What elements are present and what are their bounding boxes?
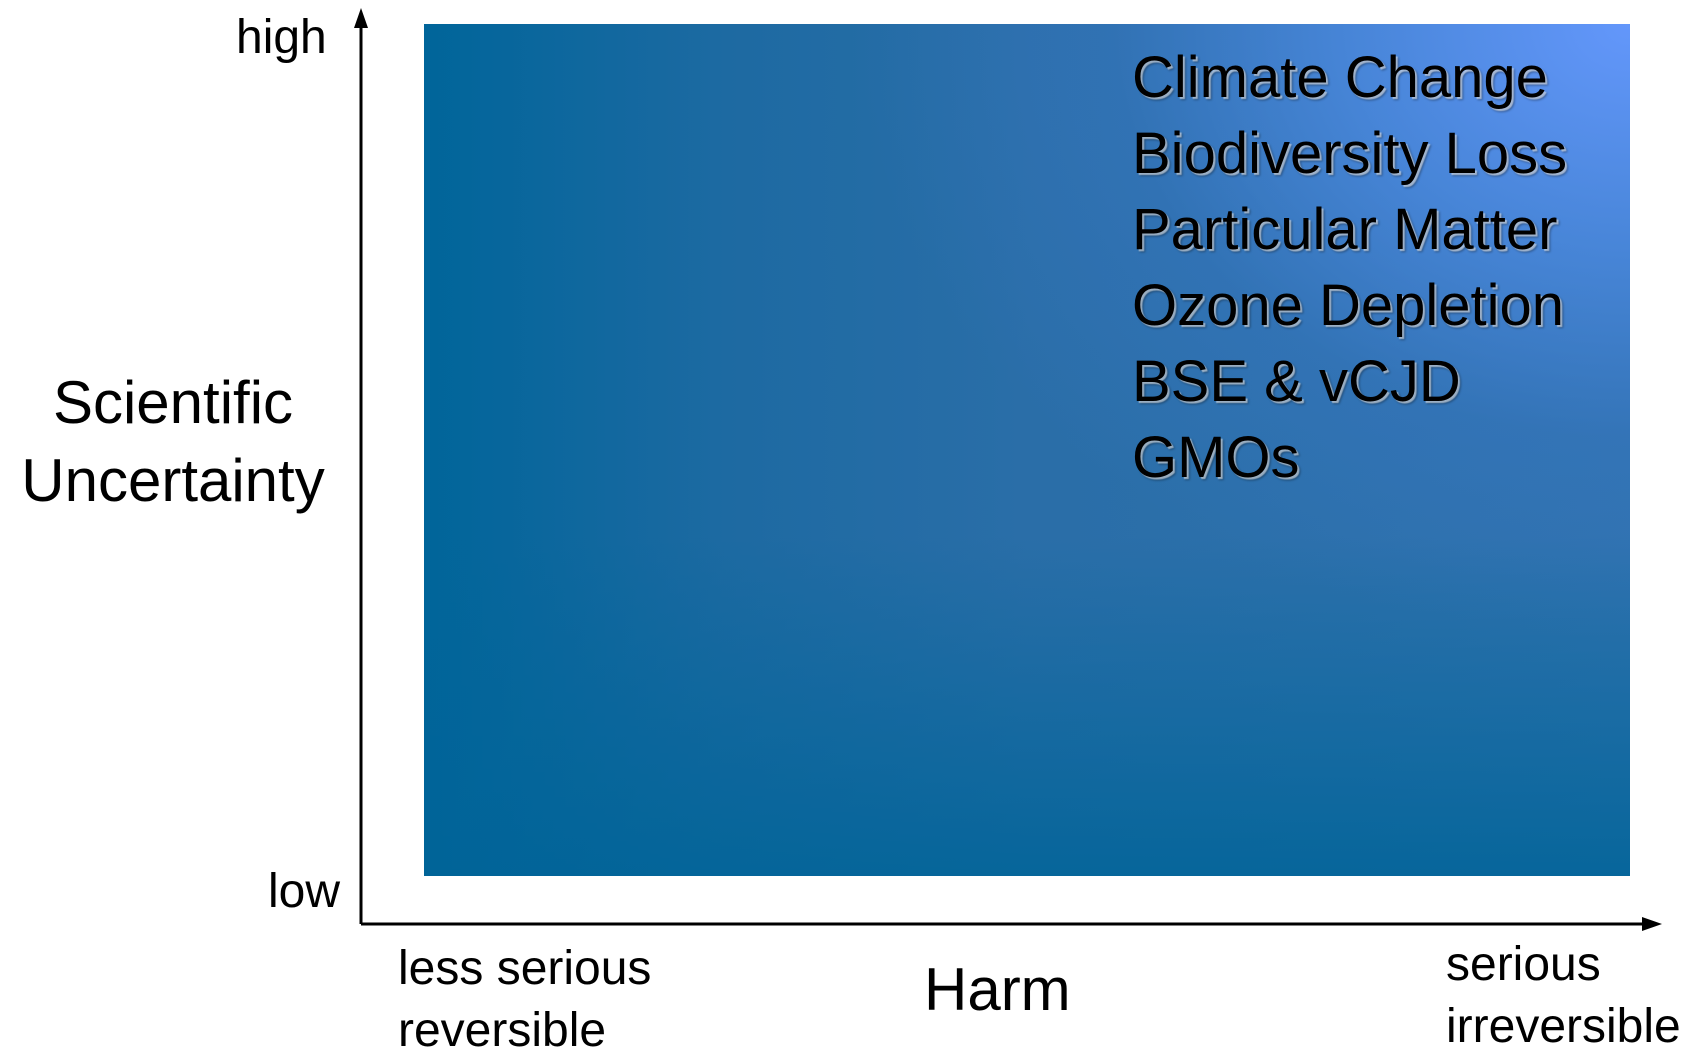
issue-item: Climate Change: [1132, 45, 1548, 110]
y-axis-title: Scientific Uncertainty: [0, 364, 346, 520]
x-axis-left-line-2: reversible: [398, 1004, 607, 1057]
x-axis-arrowhead: [1642, 917, 1662, 931]
y-axis-title-line-1: Scientific: [52, 369, 294, 436]
x-axis-left-line-1: less serious: [398, 942, 652, 995]
x-axis-right-label: serious irreversible: [1446, 934, 1681, 1058]
issues-list: Climate Change Biodiversity Loss Particu…: [1132, 40, 1567, 496]
x-axis-right-line-2: irreversible: [1446, 1000, 1681, 1053]
x-axis-left-label: less serious reversible: [398, 938, 651, 1062]
issue-item: Particular Matter: [1132, 197, 1558, 262]
y-axis-arrowhead: [354, 8, 368, 28]
issue-item: BSE & vCJD: [1132, 349, 1461, 414]
y-axis-low-label: low: [268, 865, 341, 918]
issue-item: GMOs: [1132, 425, 1300, 490]
x-axis-title: Harm: [924, 956, 1071, 1023]
y-axis-high-label: high: [236, 11, 327, 64]
y-axis-title-line-2: Uncertainty: [21, 447, 325, 514]
gradient-field: [424, 24, 1630, 876]
issue-item: Ozone Depletion: [1132, 273, 1565, 338]
x-axis-right-line-1: serious: [1446, 938, 1601, 991]
issue-item: Biodiversity Loss: [1132, 121, 1568, 186]
